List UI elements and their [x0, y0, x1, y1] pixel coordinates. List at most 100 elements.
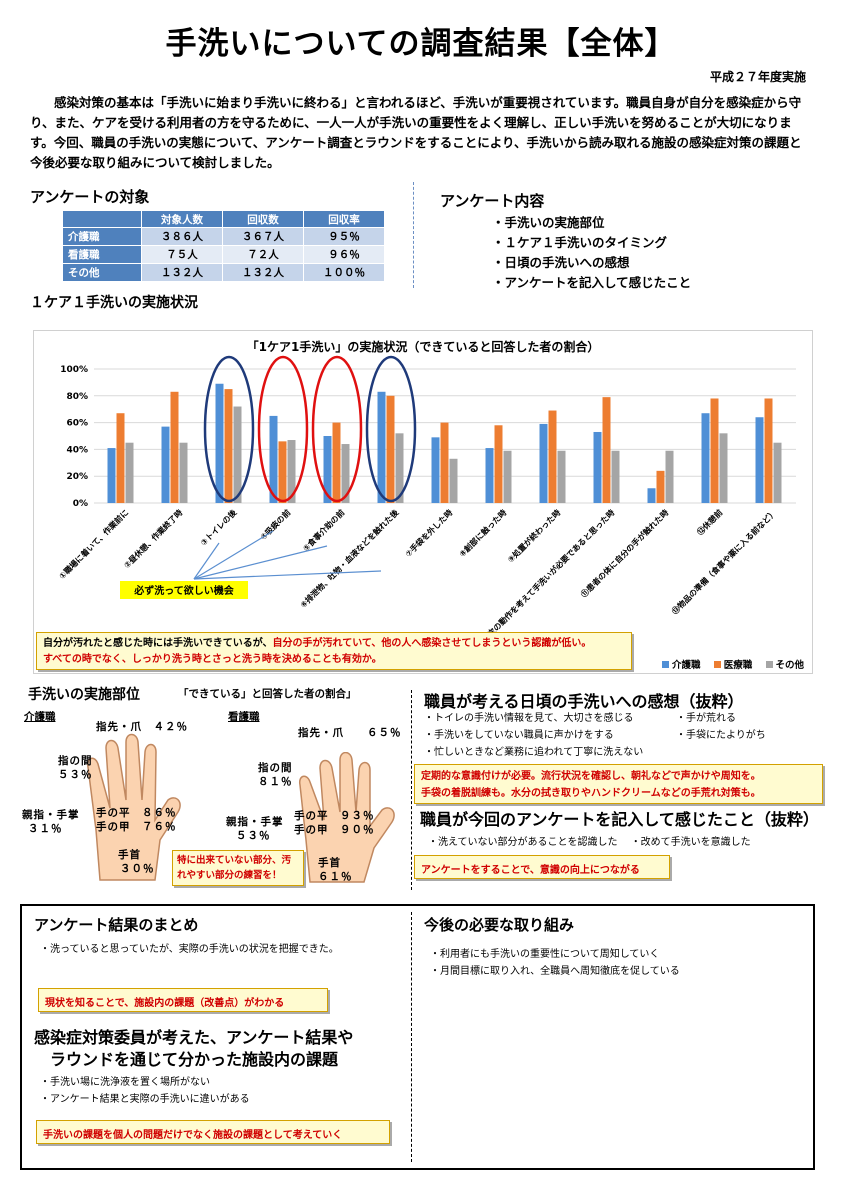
chart-legend: 介護職 医療職 その他	[662, 657, 804, 671]
legend-item: その他	[765, 660, 804, 671]
chart-bar	[539, 423, 548, 503]
chart-bar	[107, 448, 116, 503]
x-tick-label: ⑦手袋を外した時	[403, 507, 454, 558]
content-heading: アンケート内容	[440, 192, 545, 210]
highlight-ellipse	[203, 355, 255, 503]
y-tick-label: 40%	[66, 445, 88, 455]
target-cell: １００％	[303, 263, 385, 282]
chart-bar	[233, 406, 242, 503]
nurse-back-value: 手の甲 ９０％	[294, 824, 375, 836]
content-list: ・手洗いの実施部位 ・１ケア１手洗いのタイミング ・日頃の手洗いへの感想 ・アン…	[492, 213, 691, 293]
nurse-label: 看護職	[228, 711, 260, 723]
table-row: その他 １３２人 １３２人 １００％	[62, 263, 385, 282]
chart-bar	[710, 398, 719, 503]
target-header: 回収率	[303, 210, 385, 228]
target-header: 対象人数	[141, 210, 223, 228]
chart-bar	[386, 395, 395, 503]
chart-bar	[431, 437, 440, 503]
legend-item: 医療職	[713, 660, 752, 671]
annotation-box	[120, 581, 248, 599]
page-title: 手洗いについての調査結果【全体】	[165, 26, 677, 62]
table-row: 介護職 ３８６人 ３６７人 ９５％	[62, 227, 385, 246]
highlight-ellipse	[257, 355, 309, 503]
target-cell: ７５人	[141, 245, 223, 264]
nurse-palm-value: 手の平 ９３％	[294, 810, 375, 822]
feel-list: ・洗えていない部分があることを認識した ・改めて手洗いを意識した	[428, 834, 751, 851]
list-item: ・アンケート結果と実際の手洗いに違いがある	[40, 1094, 250, 1105]
nurse-wrist-label: 手首	[318, 857, 341, 869]
y-tick-label: 60%	[66, 419, 88, 429]
list-item: ・月間目標に取り入れ、全職員へ周知徹底を促している	[430, 966, 680, 977]
impressions-list-right: ・手が荒れる ・手袋にたよりがち	[676, 710, 766, 744]
care-wrist-value: ３０％	[120, 863, 155, 875]
legend-swatch	[662, 661, 669, 668]
chart-bar	[377, 391, 386, 503]
list-item: ・利用者にも手洗いの重要性について周知していく	[430, 949, 660, 960]
target-heading: アンケートの対象	[30, 188, 150, 206]
target-table: 対象人数 回収数 回収率 介護職 ３８６人 ３６７人 ９５％ 看護職 ７５人 ７…	[62, 210, 385, 282]
list-item: ・手洗いをしていない職員に声かけをする	[424, 730, 614, 741]
survey-date: 平成２７年度実施	[709, 70, 806, 84]
x-tick-label: ⑫休憩前	[695, 507, 725, 537]
chart-bar	[116, 413, 125, 503]
chart-bar	[215, 383, 224, 503]
chart-bar	[332, 422, 341, 503]
y-tick-label: 20%	[66, 472, 88, 482]
future-list: ・利用者にも手洗いの重要性について周知していく ・月間目標に取り入れ、全職員へ周…	[430, 946, 680, 980]
care-between-label: 指の間	[58, 755, 93, 767]
care-tips-value: 指先・爪 ４２％	[96, 721, 188, 733]
impressions-heading: 職員が考える日頃の手洗いへの感想（抜粋）	[424, 692, 744, 711]
y-tick-label: 100%	[60, 365, 88, 375]
target-cell: ９６％	[303, 245, 385, 264]
annotation-arrow	[193, 530, 274, 580]
target-cell: １３２人	[222, 263, 304, 282]
feel-note: アンケートをすることで、意識の向上につながる	[414, 855, 670, 879]
chart-bar	[557, 450, 566, 503]
target-cell: 看護職	[62, 245, 142, 264]
list-item: ・手洗いの実施部位	[492, 215, 605, 230]
chart-bar	[485, 448, 494, 503]
chart-bar	[161, 426, 170, 503]
issues-heading-line2: ラウンドを通じて分かった施設内の課題	[50, 1050, 339, 1069]
table-row: 看護職 ７５人 ７２人 ９６％	[62, 245, 385, 264]
chart-title: 「1ケア1手洗い」の実施状況（できていると回答した者の割合）	[247, 339, 600, 354]
x-tick-label: ②昼休憩、作業終了時	[122, 507, 185, 570]
impressions-note-text: 定期的な意識付けが必要。流行状況を確認し、朝礼などで声かけや周知を。	[421, 771, 761, 782]
chart-bar	[755, 417, 764, 503]
issues-heading-line1: 感染症対策委員が考えた、アンケート結果や	[34, 1028, 354, 1047]
list-item: ・アンケートを記入して感じたこと	[492, 275, 692, 290]
chart-bar	[269, 415, 278, 503]
nurse-between-label: 指の間	[258, 762, 293, 774]
nurse-between-value: ８１％	[258, 776, 293, 788]
chart-bar	[656, 470, 665, 503]
summary-note: 現状を知ることで、施設内の課題（改善点）がわかる	[38, 988, 328, 1012]
chart-container: 「1ケア1手洗い」の実施状況（できていると回答した者の割合） 0% 20% 40% 60…	[33, 330, 813, 674]
chart-bar	[224, 389, 233, 503]
section-divider	[413, 182, 414, 288]
target-cell: ３８６人	[141, 227, 223, 246]
feel-heading: 職員が今回のアンケートを記入して感じたこと（抜粋）	[420, 810, 819, 829]
chart-note-text: 自分の手が汚れていて、他の人へ感染させてしまうという認識が低い。	[272, 638, 592, 649]
chart-bar	[647, 488, 656, 503]
chart-bar	[593, 431, 602, 503]
legend-item: 介護職	[662, 660, 701, 671]
list-item: ・手が荒れる	[676, 713, 736, 724]
x-tick-label: ①職場に着いて、作業前に	[57, 507, 131, 581]
chart-note-text: すべての時でなく、しっかり洗う時とさっと洗う時を決めることも有効か。	[43, 654, 382, 665]
annotation-text: 必ず洗って欲しい機会	[133, 584, 234, 597]
care-thumb-value: ３１％	[28, 823, 63, 835]
chart-note-text: 自分が汚れたと感じた時には手洗いできているが、	[43, 638, 273, 649]
parts-subheading: 「できている」と回答した者の割合」	[178, 688, 357, 700]
x-tick-label: ⑨処置が終わった時	[505, 507, 562, 564]
impressions-list: ・トイレの手洗い情報を見て、大切さを感じる ・手洗いをしていない職員に声かけをす…	[424, 710, 643, 761]
list-item: ・洗えていない部分があることを認識した	[428, 837, 618, 848]
chart-bar	[449, 458, 458, 503]
chart-bar	[665, 450, 674, 503]
chart-bar	[701, 413, 710, 503]
target-header: 回収数	[222, 210, 304, 228]
list-item: ・手袋にたよりがち	[676, 730, 766, 741]
parts-heading: 手洗いの実施部位	[28, 687, 140, 703]
chart-bar	[602, 397, 611, 503]
annotation-arrow	[193, 570, 382, 580]
nurse-thumb-label: 親指・手掌	[226, 816, 284, 828]
